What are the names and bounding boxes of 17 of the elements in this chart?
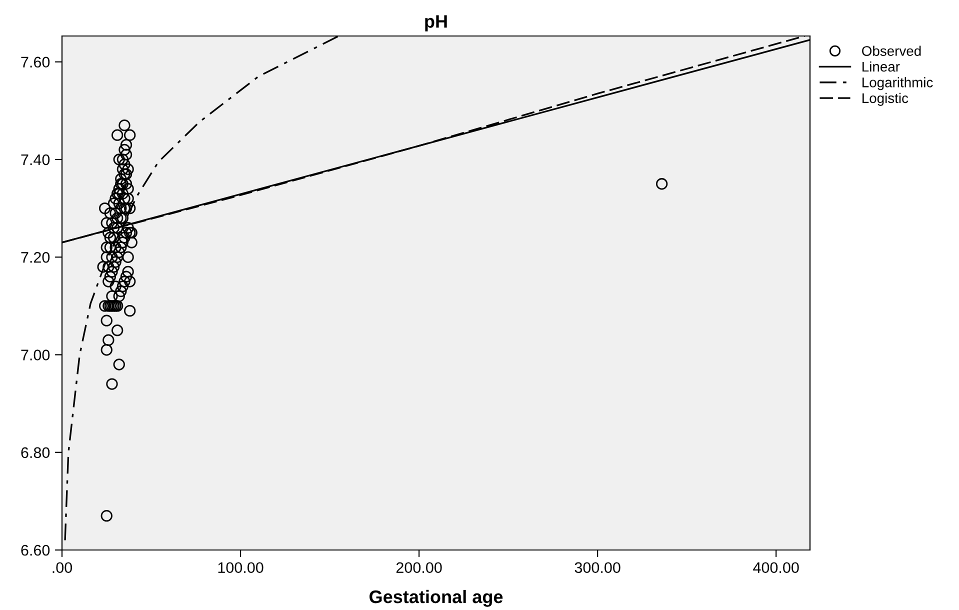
legend-label: Logistic xyxy=(862,92,908,106)
y-tick-label: 7.40 xyxy=(21,154,50,166)
x-tick-label: 400.00 xyxy=(753,562,799,574)
y-tick-label: 7.20 xyxy=(21,252,50,263)
y-tick-label: 6.80 xyxy=(21,447,50,458)
y-tick-label: 7.60 xyxy=(21,56,50,68)
x-tick-label: 200.00 xyxy=(396,562,442,574)
legend-label: Linear xyxy=(862,61,900,72)
legend-label: Logarithmic xyxy=(862,77,933,90)
legend-label: Observed xyxy=(862,46,921,56)
x-tick-label: .00 xyxy=(52,562,72,574)
chart-title: pH xyxy=(425,15,447,32)
x-tick-label: 100.00 xyxy=(218,562,264,574)
y-tick-label: 6.60 xyxy=(21,544,50,556)
y-tick-label: 7.00 xyxy=(21,350,50,360)
x-axis-title: Gestational age xyxy=(370,590,503,607)
x-tick-label: 300.00 xyxy=(574,562,620,574)
